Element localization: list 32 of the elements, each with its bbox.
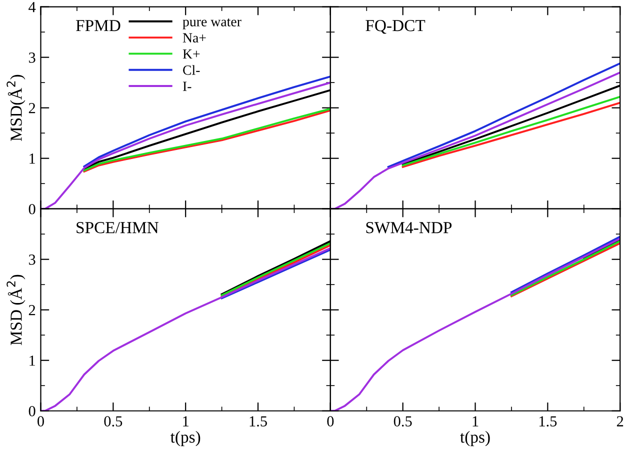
x-axis-title: t(ps) (460, 430, 490, 446)
x-tick-label: 0 (327, 416, 334, 426)
y-tick-label: 1 (30, 356, 35, 366)
text: FPMD (76, 20, 120, 32)
x-tick-label: 1 (183, 416, 188, 426)
y-axis-title: MSD(Å$^{2}$) (6, 74, 26, 142)
y-tick-label: 3 (28, 52, 36, 63)
y-tick-label: 2 (28, 305, 36, 316)
line-series (83, 76, 330, 168)
x-tick-label: 1.5 (539, 416, 557, 427)
x-axis-title: t(ps) (170, 430, 200, 446)
x-tick-label: 1.5 (250, 416, 267, 427)
y-tick-label: 4 (28, 2, 36, 12)
legend-label: I- (182, 82, 192, 91)
x-tick-label: 1 (472, 416, 478, 426)
text: SPCE/HMN (76, 222, 158, 234)
x-tick-label: 0.5 (104, 416, 122, 427)
legend-label: pure water (182, 18, 242, 30)
y-tick-label: 0 (28, 406, 36, 416)
x-tick-label: 0 (38, 416, 44, 426)
legend-label: Cl- (183, 65, 200, 75)
y-tick-label: 2 (28, 103, 36, 114)
y-tick-label: 1 (30, 154, 35, 164)
y-axis-title: MSD (Å$^{2}$) (6, 274, 26, 346)
y-tick-label: 3 (28, 254, 36, 265)
legend-label: K+ (182, 49, 200, 59)
y-tick-label: 0 (28, 204, 36, 214)
text: FQ-DCT (366, 20, 426, 34)
x-tick-label: 2 (616, 416, 624, 426)
text: SWM4-NDP (366, 222, 452, 234)
legend-label: Na+ (182, 33, 206, 43)
x-tick-label: 0.5 (394, 416, 412, 427)
